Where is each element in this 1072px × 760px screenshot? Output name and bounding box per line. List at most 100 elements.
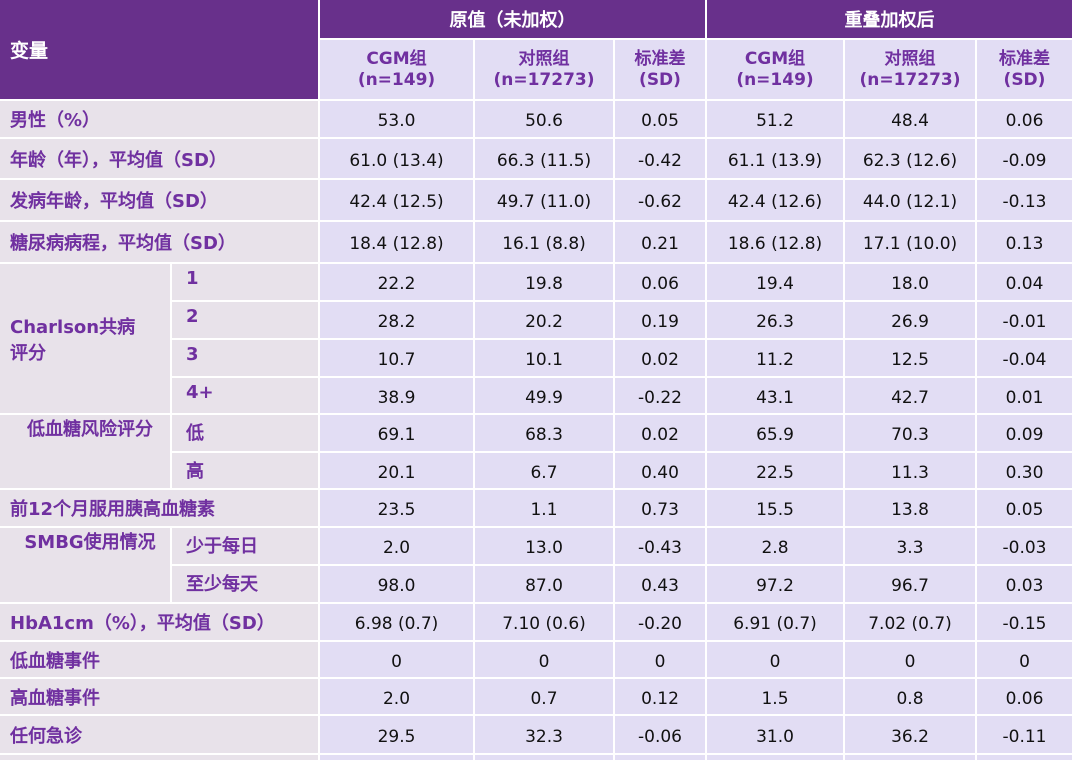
table-cell: 1.5 — [707, 679, 843, 714]
table-cell: 0.21 — [615, 222, 705, 262]
table-cell: 15.5 — [707, 490, 843, 526]
table-cell: 53.0 — [320, 101, 473, 137]
table-cell: 0.03 — [977, 566, 1072, 602]
table-cell: 42.4 (12.5) — [320, 180, 473, 220]
row-group-label-line1: Charlson共病 — [10, 316, 136, 338]
column-header-sd-raw: 标准差 (SD) — [615, 40, 705, 99]
table-cell: 19.8 — [475, 264, 613, 300]
table-cell: -0.43 — [615, 528, 705, 564]
table-cell: -0.03 — [977, 528, 1072, 564]
table-cell: -0.13 — [977, 180, 1072, 220]
row-sublabel: 1 — [172, 264, 318, 300]
table-cell: 61.1 (13.9) — [707, 139, 843, 178]
row-sublabel: 3 — [172, 340, 318, 376]
table-cell: 19.4 — [707, 264, 843, 300]
row-label: 高血糖事件 — [0, 679, 318, 714]
table-cell: 26.3 — [707, 302, 843, 338]
table-cell: 7.10 (0.6) — [475, 604, 613, 640]
table-cell: 0.73 — [615, 490, 705, 526]
column-header-cgm-raw-line2: (n=149) — [357, 69, 436, 90]
table-cell: 7.02 (0.7) — [845, 604, 975, 640]
table-cell-partial — [707, 755, 843, 760]
row-group-label: 低血糖风险评分 — [0, 415, 170, 488]
table-cell: 6.7 — [475, 453, 613, 488]
table-cell: 1.1 — [475, 490, 613, 526]
table-cell: 51.2 — [707, 101, 843, 137]
table-cell-partial — [977, 755, 1072, 760]
row-label: 发病年龄，平均值（SD） — [0, 180, 318, 220]
row-label: HbA1cm（%），平均值（SD） — [0, 604, 318, 640]
table-cell: 20.1 — [320, 453, 473, 488]
table-cell: 0.13 — [977, 222, 1072, 262]
row-group-label: SMBG使用情况 — [0, 528, 170, 602]
table-cell: 0.06 — [977, 679, 1072, 714]
table-cell: -0.06 — [615, 716, 705, 753]
column-header-control-raw: 对照组 (n=17273) — [475, 40, 613, 99]
table-cell: 61.0 (13.4) — [320, 139, 473, 178]
table-cell: 17.1 (10.0) — [845, 222, 975, 262]
column-header-cgm-weighted-line1: CGM组 — [744, 48, 806, 69]
row-sublabel: 2 — [172, 302, 318, 338]
table-cell: 32.3 — [475, 716, 613, 753]
table-cell: 43.1 — [707, 378, 843, 413]
table-cell: 3.3 — [845, 528, 975, 564]
table-cell: 0.7 — [475, 679, 613, 714]
row-group-label: Charlson共病 评分 — [0, 264, 170, 413]
table-cell: 22.5 — [707, 453, 843, 488]
table-cell: 68.3 — [475, 415, 613, 451]
table-cell: 0.02 — [615, 340, 705, 376]
table-cell: 0 — [977, 642, 1072, 677]
column-header-cgm-weighted: CGM组 (n=149) — [707, 40, 843, 99]
column-header-cgm-raw-line1: CGM组 — [366, 48, 427, 69]
table-cell: -0.20 — [615, 604, 705, 640]
table-cell: -0.01 — [977, 302, 1072, 338]
row-label: 男性（%） — [0, 101, 318, 137]
table-cell: 0.06 — [977, 101, 1072, 137]
table-cell: 11.3 — [845, 453, 975, 488]
table-cell: 70.3 — [845, 415, 975, 451]
table-cell: -0.11 — [977, 716, 1072, 753]
variable-header: 变量 — [0, 0, 318, 99]
column-header-sd-weighted-line1: 标准差 — [999, 48, 1050, 69]
table-cell-partial — [845, 755, 975, 760]
table-cell: 23.5 — [320, 490, 473, 526]
table-cell: 69.1 — [320, 415, 473, 451]
table-cell: 0 — [615, 642, 705, 677]
table-cell: 0 — [475, 642, 613, 677]
table-cell: -0.42 — [615, 139, 705, 178]
column-header-sd-raw-line1: 标准差 — [634, 48, 686, 69]
column-header-control-weighted: 对照组 (n=17273) — [845, 40, 975, 99]
table-cell: 48.4 — [845, 101, 975, 137]
group-header-weighted: 重叠加权后 — [707, 0, 1072, 38]
group-header-raw: 原值（未加权） — [320, 0, 705, 38]
table-cell: 97.2 — [707, 566, 843, 602]
column-header-control-weighted-line1: 对照组 — [884, 48, 936, 69]
table-cell: 98.0 — [320, 566, 473, 602]
table-cell: 0.05 — [615, 101, 705, 137]
table-cell: 0.40 — [615, 453, 705, 488]
row-label: 任何急诊 — [0, 716, 318, 753]
table-cell: 26.9 — [845, 302, 975, 338]
column-header-cgm-raw: CGM组 (n=149) — [320, 40, 473, 99]
row-sublabel: 少于每日 — [172, 528, 318, 564]
table-cell: 10.1 — [475, 340, 613, 376]
row-sublabel: 高 — [172, 453, 318, 488]
table-cell: 20.2 — [475, 302, 613, 338]
row-sublabel: 4+ — [172, 378, 318, 413]
table-cell: 96.7 — [845, 566, 975, 602]
table-cell: 6.98 (0.7) — [320, 604, 473, 640]
table-cell: -0.04 — [977, 340, 1072, 376]
row-label-partial — [0, 755, 318, 760]
table-cell: 12.5 — [845, 340, 975, 376]
table-cell: 0.04 — [977, 264, 1072, 300]
table-cell: 31.0 — [707, 716, 843, 753]
table-cell: -0.09 — [977, 139, 1072, 178]
table-cell: 0.12 — [615, 679, 705, 714]
table-cell: 36.2 — [845, 716, 975, 753]
table-cell-partial — [320, 755, 473, 760]
column-header-sd-weighted: 标准差 (SD) — [977, 40, 1072, 99]
table-cell: 18.0 — [845, 264, 975, 300]
table-cell: 6.91 (0.7) — [707, 604, 843, 640]
table-cell: 0 — [707, 642, 843, 677]
table-cell: -0.62 — [615, 180, 705, 220]
